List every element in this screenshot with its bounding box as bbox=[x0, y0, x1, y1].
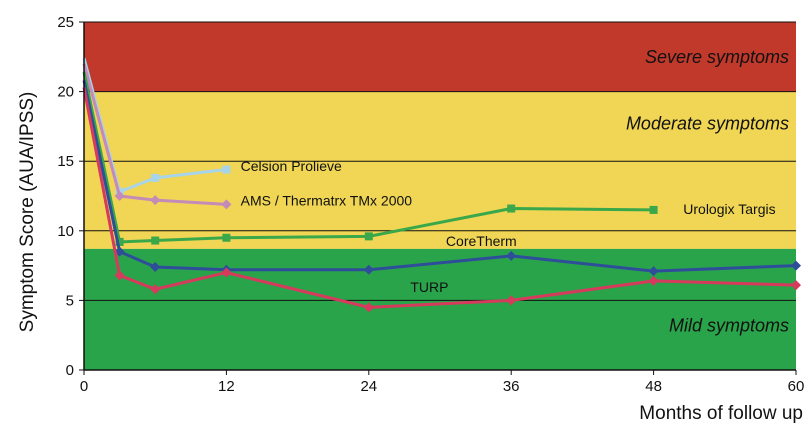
point-turp bbox=[150, 284, 161, 295]
series-label-urologix-targis: Urologix Targis bbox=[683, 201, 775, 217]
x-tick-label-0: 0 bbox=[80, 378, 88, 395]
x-tick-label-24: 24 bbox=[360, 378, 377, 395]
point-turp bbox=[114, 270, 125, 281]
y-tick-label-25: 25 bbox=[57, 14, 74, 31]
line-ams-thermatrx-tmx-2000 bbox=[82, 63, 227, 206]
series-label-turp: TURP bbox=[410, 279, 448, 295]
zone-severe-symptoms bbox=[84, 22, 796, 92]
series-label-celsion-prolieve: Celsion Prolieve bbox=[241, 158, 342, 174]
x-tick-label-12: 12 bbox=[218, 378, 235, 395]
point-urologix-targis bbox=[507, 204, 516, 213]
point-urologix-targis bbox=[222, 233, 231, 242]
point-urologix-targis bbox=[115, 237, 124, 246]
point-urologix-targis bbox=[364, 232, 373, 241]
y-tick-label-0: 0 bbox=[66, 362, 74, 379]
x-tick-label-60: 60 bbox=[788, 378, 805, 395]
series-ams-thermatrx-tmx-2000 bbox=[82, 63, 232, 210]
point-urologix-targis bbox=[649, 205, 658, 214]
point-turp bbox=[791, 280, 801, 291]
series-lines bbox=[82, 57, 801, 313]
y-tick-label-20: 20 bbox=[57, 84, 74, 101]
zone-label-moderate-symptoms: Moderate symptoms bbox=[626, 114, 789, 134]
series-turp bbox=[82, 87, 801, 313]
point-celsion-prolieve bbox=[222, 165, 231, 174]
axes: 0 5 10 15 20 25 0 12 24 36 48 60 bbox=[57, 14, 804, 395]
y-axis-label: Symptom Score (AUA/IPSS) bbox=[17, 92, 38, 333]
point-turp bbox=[648, 275, 659, 286]
series-urologix-targis bbox=[82, 71, 658, 246]
series-label-coretherm: CoreTherm bbox=[446, 233, 517, 249]
point-coretherm bbox=[506, 250, 517, 261]
zone-label-mild-symptoms: Mild symptoms bbox=[669, 315, 789, 335]
point-coretherm bbox=[150, 261, 161, 272]
point-ams-thermatrx-tmx-2000 bbox=[221, 199, 232, 210]
point-celsion-prolieve bbox=[151, 173, 160, 182]
point-urologix-targis bbox=[151, 236, 160, 245]
y-tick-label-10: 10 bbox=[57, 223, 74, 240]
point-turp bbox=[363, 302, 374, 313]
point-ams-thermatrx-tmx-2000 bbox=[150, 195, 161, 206]
y-tick-label-15: 15 bbox=[57, 153, 74, 170]
zone-labels: Severe symptoms Moderate symptoms Mild sym… bbox=[626, 47, 789, 336]
x-tick-label-36: 36 bbox=[503, 378, 520, 395]
zone-label-severe-symptoms: Severe symptoms bbox=[645, 47, 789, 67]
series-labels: Celsion Prolieve AMS / Thermatrx TMx 2000… bbox=[241, 158, 776, 295]
series-label-ams-thermatrx-tmx-2000: AMS / Thermatrx TMx 2000 bbox=[241, 193, 413, 209]
point-ams-thermatrx-tmx-2000 bbox=[114, 191, 125, 201]
y-tick-label-5: 5 bbox=[66, 292, 74, 309]
point-coretherm bbox=[791, 260, 801, 271]
x-tick-label-48: 48 bbox=[645, 378, 662, 395]
point-coretherm bbox=[648, 266, 659, 277]
point-coretherm bbox=[363, 264, 374, 275]
x-axis-label: Months of follow up bbox=[639, 403, 803, 424]
point-turp bbox=[506, 295, 517, 306]
line-coretherm bbox=[82, 80, 797, 273]
line-turp bbox=[82, 87, 797, 309]
point-turp bbox=[221, 267, 232, 278]
